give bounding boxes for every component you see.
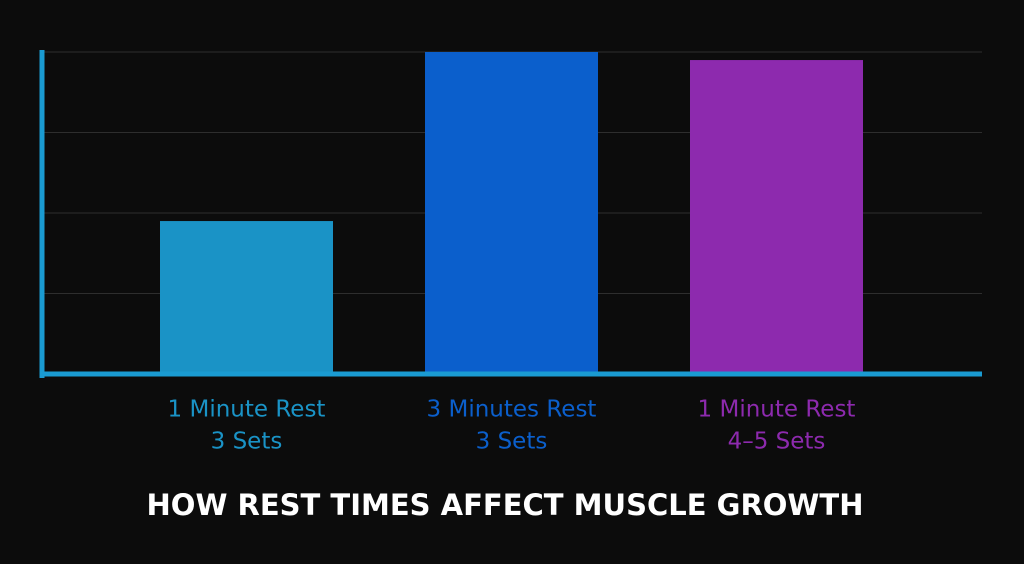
bar <box>160 221 333 374</box>
chart-title: HOW REST TIMES AFFECT MUSCLE GROWTH <box>147 488 864 522</box>
x-tick-label: 3 Sets <box>476 429 548 455</box>
x-tick-label: 3 Sets <box>211 429 283 455</box>
bar <box>690 60 863 375</box>
x-tick-label: 1 Minute Rest <box>168 397 326 423</box>
x-tick-label: 4–5 Sets <box>728 429 826 455</box>
x-tick-label: 1 Minute Rest <box>698 397 856 423</box>
bar <box>425 52 598 374</box>
x-tick-label: 3 Minutes Rest <box>427 397 597 423</box>
